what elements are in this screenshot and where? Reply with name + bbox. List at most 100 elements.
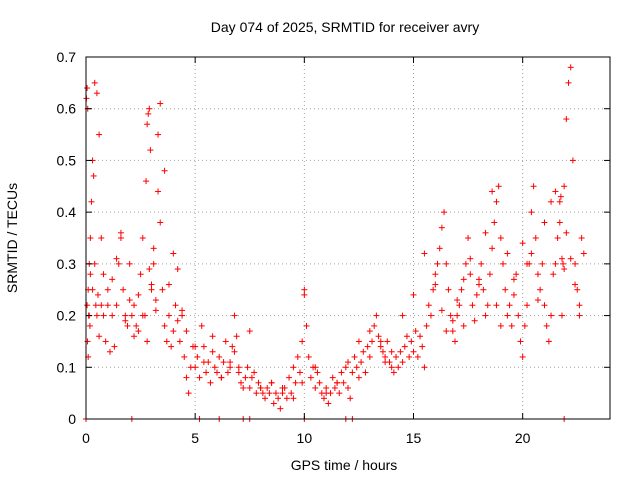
data-point xyxy=(117,235,124,241)
plot-frame xyxy=(85,56,611,420)
data-point xyxy=(174,317,181,324)
data-point xyxy=(548,198,555,205)
data-point xyxy=(556,198,563,205)
x-tick-label: 0 xyxy=(82,430,90,446)
data-point xyxy=(445,286,452,293)
y-tick-label: 0.1 xyxy=(57,359,77,375)
data-point xyxy=(473,291,480,298)
y-tick-label: 0 xyxy=(68,411,76,427)
data-point xyxy=(569,157,576,164)
data-point xyxy=(410,348,417,355)
data-point xyxy=(478,260,485,267)
x-tick-label: 15 xyxy=(406,430,422,446)
data-point xyxy=(146,266,153,273)
data-point xyxy=(557,193,564,200)
data-point xyxy=(552,260,559,267)
data-point xyxy=(412,328,419,335)
data-point xyxy=(334,379,341,386)
data-point xyxy=(161,167,168,174)
data-point xyxy=(155,131,162,138)
data-point xyxy=(449,317,456,324)
data-point xyxy=(567,255,574,262)
data-point xyxy=(87,271,94,278)
data-point xyxy=(100,312,107,319)
data-point xyxy=(438,224,445,231)
data-point xyxy=(537,286,544,293)
data-point xyxy=(323,384,330,391)
y-tick-label: 0.7 xyxy=(57,49,77,65)
data-point xyxy=(207,379,214,386)
data-point xyxy=(89,286,96,293)
data-point xyxy=(218,374,225,381)
data-point xyxy=(96,333,103,340)
data-point xyxy=(139,312,146,319)
data-point xyxy=(476,276,482,283)
data-point xyxy=(563,116,570,123)
data-point xyxy=(90,172,97,179)
data-point xyxy=(388,348,395,355)
data-point xyxy=(135,328,142,335)
data-point xyxy=(375,333,382,340)
data-point xyxy=(486,271,493,278)
data-point xyxy=(124,322,131,329)
data-point xyxy=(545,338,552,345)
data-point xyxy=(155,188,162,195)
data-point xyxy=(251,369,258,376)
data-point xyxy=(95,291,102,298)
data-point xyxy=(371,322,378,329)
data-point xyxy=(209,333,216,340)
data-point xyxy=(176,338,183,345)
data-point xyxy=(133,322,140,329)
data-point xyxy=(524,260,531,267)
data-point xyxy=(338,369,345,376)
data-point xyxy=(172,302,179,309)
data-point xyxy=(233,333,240,340)
data-point xyxy=(491,219,498,226)
data-point xyxy=(275,395,282,402)
data-point xyxy=(355,374,362,381)
data-point xyxy=(144,338,151,345)
y-tick-label: 0.3 xyxy=(57,256,77,272)
data-point xyxy=(144,121,151,128)
data-point xyxy=(421,364,428,371)
data-point xyxy=(268,379,275,386)
data-point xyxy=(567,64,574,71)
data-point xyxy=(211,364,218,371)
data-point xyxy=(181,353,188,360)
data-point xyxy=(120,286,127,293)
data-points xyxy=(83,64,587,422)
data-point xyxy=(174,266,181,273)
data-point xyxy=(480,286,487,293)
data-point xyxy=(476,281,482,288)
data-point xyxy=(299,379,306,386)
data-point xyxy=(248,374,255,381)
data-point xyxy=(489,245,496,252)
data-point xyxy=(460,322,467,329)
data-point xyxy=(510,291,517,298)
data-point xyxy=(325,400,332,407)
data-point xyxy=(316,379,323,386)
data-point xyxy=(362,369,369,376)
data-point xyxy=(504,312,511,319)
data-point xyxy=(294,353,301,360)
data-point xyxy=(449,328,456,335)
data-point xyxy=(565,79,572,86)
data-point xyxy=(270,400,277,407)
data-point xyxy=(312,364,319,371)
data-point xyxy=(548,312,555,319)
data-point xyxy=(246,328,253,335)
data-point xyxy=(91,79,98,86)
y-axis-label: SRMTID / TECUs xyxy=(4,183,20,293)
data-point xyxy=(214,369,220,376)
data-point xyxy=(447,312,454,319)
data-point xyxy=(314,369,321,376)
data-point xyxy=(222,338,229,345)
data-point xyxy=(203,369,210,376)
data-point xyxy=(98,235,105,241)
data-point xyxy=(255,379,262,386)
data-point xyxy=(382,359,389,366)
data-point xyxy=(292,379,299,386)
x-tick-label: 20 xyxy=(515,430,531,446)
data-point xyxy=(377,343,384,350)
data-point xyxy=(554,235,561,241)
